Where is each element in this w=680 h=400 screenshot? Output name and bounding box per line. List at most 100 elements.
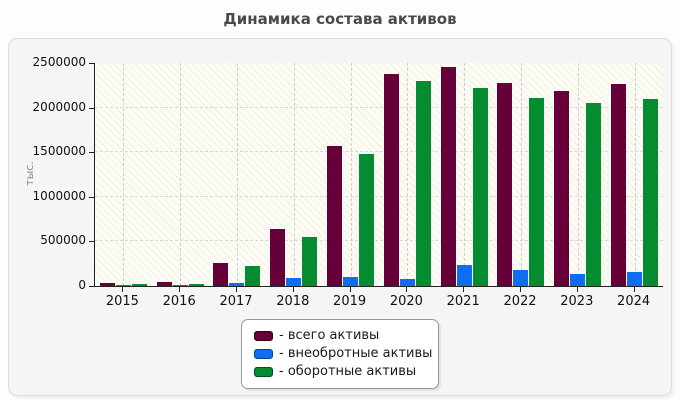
bar-total-assets-2018 [270,229,286,286]
gridline-vertical [293,63,295,286]
x-tick-mark [122,287,124,292]
bar-total-assets-2021 [440,67,456,286]
bar-noncurrent-assets-2024 [627,272,643,286]
x-tick-label: 2017 [219,294,253,309]
gridline-horizontal [95,151,663,153]
y-tick-mark [89,241,94,243]
gridline-horizontal [95,195,663,197]
x-tick-mark [576,287,578,292]
gridline-vertical [464,63,466,286]
bar-noncurrent-assets-2019 [343,277,359,286]
bar-current-assets-2019 [359,154,375,286]
plot-area [94,63,663,287]
x-tick-label: 2024 [617,294,651,309]
legend-label-current-assets: - оборотные активы [279,364,417,379]
bar-group-2023 [549,63,606,286]
gridline-vertical [577,63,579,286]
bar-current-assets-2020 [415,81,431,286]
x-tick-mark [520,287,521,292]
bar-group-2017 [209,63,266,286]
bar-group-2021 [436,63,493,286]
bar-group-2015 [95,63,152,286]
bar-current-assets-2017 [245,266,261,286]
bar-total-assets-2023 [554,91,570,286]
bar-current-assets-2018 [302,237,318,286]
bar-noncurrent-assets-2016 [172,285,188,286]
legend-swatch-current-assets [254,366,273,377]
x-tick-mark [633,287,635,292]
x-tick-mark [463,287,465,292]
gridline-vertical [180,63,182,286]
bar-noncurrent-assets-2015 [115,285,131,286]
gridline-vertical [237,63,238,286]
x-tick-mark [406,287,408,292]
bar-noncurrent-assets-2017 [229,283,245,286]
bar-noncurrent-assets-2021 [456,265,472,286]
bar-noncurrent-assets-2020 [399,279,415,286]
bar-total-assets-2024 [611,84,627,286]
bar-current-assets-2023 [586,103,602,286]
bar-current-assets-2022 [529,98,545,286]
legend-item-noncurrent-assets: - внеобротные активы [254,346,432,361]
y-tick-mark [89,63,94,64]
legend: - всего активы - внеобротные активы - об… [241,319,439,389]
y-tick-mark [89,152,94,154]
x-tick-mark [292,287,294,292]
x-tick-mark [236,287,237,292]
y-tick-label: 500000 [40,233,86,248]
bar-total-assets-2017 [213,263,229,286]
gridline-vertical [521,63,522,286]
bar-current-assets-2021 [472,88,488,286]
x-tick-label: 2022 [503,294,537,309]
legend-label-total-assets: - всего активы [279,328,380,343]
gridline-vertical [123,63,125,286]
bar-noncurrent-assets-2022 [513,270,529,286]
bar-group-2018 [265,63,322,286]
bar-current-assets-2015 [131,284,147,286]
axes-layer: 0 500000 1000000 1500000 2000000 2500000 2015 2… [9,39,671,395]
x-tick-mark [349,287,351,292]
bar-group-2024 [606,63,663,286]
bar-total-assets-2019 [327,146,343,286]
x-tick-label: 2019 [333,294,367,309]
legend-swatch-total-assets [254,330,273,341]
y-tick-mark [89,107,94,109]
x-tick-label: 2023 [560,294,594,309]
chart-panel: тыс. 0 500000 1000000 1500000 2000000 2500000… [8,38,672,396]
bar-group-2022 [493,63,550,286]
bar-group-2020 [379,63,436,286]
x-tick-label: 2016 [162,294,196,309]
bar-total-assets-2020 [383,74,399,286]
x-tick-mark [179,287,181,292]
bar-current-assets-2016 [188,284,204,286]
legend-item-total-assets: - всего активы [254,328,426,343]
legend-label-noncurrent-assets: - внеобротные активы [279,346,433,361]
gridline-horizontal [95,240,663,242]
y-tick-mark [89,196,94,198]
x-tick-label: 2018 [276,294,310,309]
legend-item-current-assets: - оборотные активы [254,364,426,379]
x-tick-label: 2015 [105,294,139,309]
y-tick-label: 0 [78,278,86,292]
bar-total-assets-2022 [497,83,513,286]
bar-group-2019 [322,63,379,286]
legend-swatch-noncurrent-assets [254,348,273,359]
y-tick-label: 2500000 [32,55,86,69]
bar-total-assets-2015 [99,283,115,286]
y-tick-mark [89,286,94,287]
bar-total-assets-2016 [156,282,172,286]
x-tick-label: 2021 [446,294,480,309]
x-tick-label: 2020 [389,294,423,309]
gridline-horizontal [95,106,663,108]
gridline-vertical [350,63,352,286]
y-tick-label: 1000000 [32,188,86,203]
bar-noncurrent-assets-2018 [286,278,302,286]
gridline-vertical [634,63,636,286]
bar-current-assets-2024 [643,99,659,286]
bar-noncurrent-assets-2023 [570,274,586,286]
bar-group-2016 [152,63,209,286]
y-tick-label: 1500000 [32,144,86,159]
y-tick-label: 2000000 [32,99,86,114]
chart-title: Динамика состава активов [223,10,457,28]
gridline-vertical [407,63,409,286]
